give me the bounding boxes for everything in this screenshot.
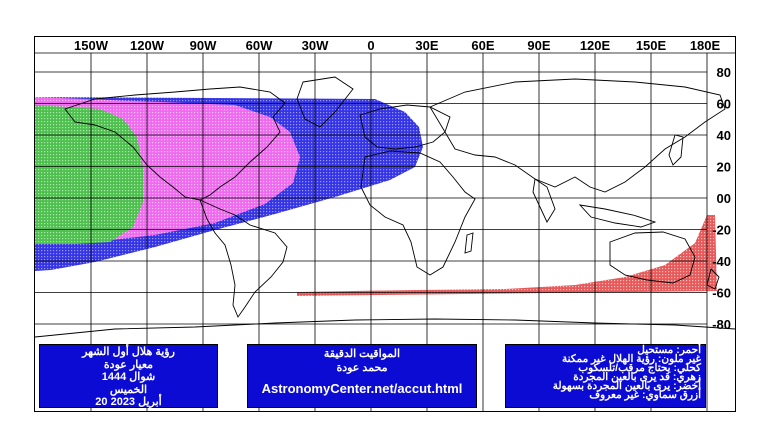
- longitude-labels: 150W 120W 90W 60W 30W 0 30E 60E 90E 120E 150E 180E: [74, 38, 720, 53]
- legend-box: أحمر: مستحيل غير ملون: رؤية الهلال غير م…: [505, 344, 706, 408]
- longitude-label: 150E: [636, 38, 667, 53]
- legend-line6: أزرق سماوي: غير معروف: [589, 389, 701, 401]
- latitude-label: -80: [712, 317, 731, 332]
- credit-box: المواقيت الدقيقة محمد عودة AstronomyCent…: [247, 344, 477, 408]
- legend-line2: غير ملون: رؤية الهلال غير ممكنة: [561, 353, 701, 365]
- longitude-label: 90W: [190, 38, 217, 53]
- longitude-label: 30E: [415, 38, 438, 53]
- latitude-label: -40: [712, 254, 731, 269]
- title-box: رؤية هلال أول الشهر معيار عودة شوال 1444…: [39, 344, 218, 408]
- longitude-label: 60E: [471, 38, 494, 53]
- credit-url: AstronomyCenter.net/accut.html: [261, 381, 463, 396]
- longitude-label: 60W: [246, 38, 273, 53]
- title-line5: 20 أبريل 2023: [95, 396, 162, 408]
- latitude-label: 60: [717, 97, 731, 112]
- credit-line2: محمد عودة: [336, 362, 388, 374]
- legend-line4: زهري: قد يرى بالعين المجردة: [573, 371, 701, 383]
- latitude-labels: 80 60 40 20 00 -20 -40 -60 -80: [712, 65, 731, 332]
- longitude-label: 90E: [527, 38, 550, 53]
- title-line4: الخميس: [109, 383, 148, 396]
- latitude-label: 80: [717, 65, 731, 80]
- title-line3: شوال 1444: [101, 371, 156, 383]
- latitude-label: -60: [712, 286, 731, 301]
- legend-line1: أحمر: مستحيل: [637, 344, 701, 356]
- coastlines: [35, 76, 735, 338]
- longitude-label: 150W: [74, 38, 109, 53]
- lat-lon-grid: [35, 52, 735, 411]
- longitude-label: 30W: [302, 38, 329, 53]
- latitude-label: 40: [717, 128, 731, 143]
- longitude-label: 120E: [580, 38, 611, 53]
- zone-green: [35, 105, 143, 244]
- credit-line1: المواقيت الدقيقة: [323, 348, 401, 360]
- latitude-label: -20: [712, 223, 731, 238]
- latitude-label: 20: [717, 160, 731, 175]
- longitude-label: 120W: [130, 38, 165, 53]
- legend-line3: كحلي: يحتاج مرقب/تلسكوب: [578, 362, 701, 374]
- latitude-label: 00: [717, 191, 731, 206]
- title-line2: معيار عودة: [103, 358, 154, 371]
- zone-red: [297, 215, 717, 296]
- title-line1: رؤية هلال أول الشهر: [82, 346, 175, 358]
- longitude-label: 180E: [690, 38, 721, 53]
- world-map: 150W 120W 90W 60W 30W 0 30E 60E 90E 120E 150E 180E …: [35, 38, 735, 411]
- longitude-label: 0: [367, 38, 374, 53]
- legend-line5: أخضر: يرى بالعين المجردة بسهولة: [552, 380, 701, 392]
